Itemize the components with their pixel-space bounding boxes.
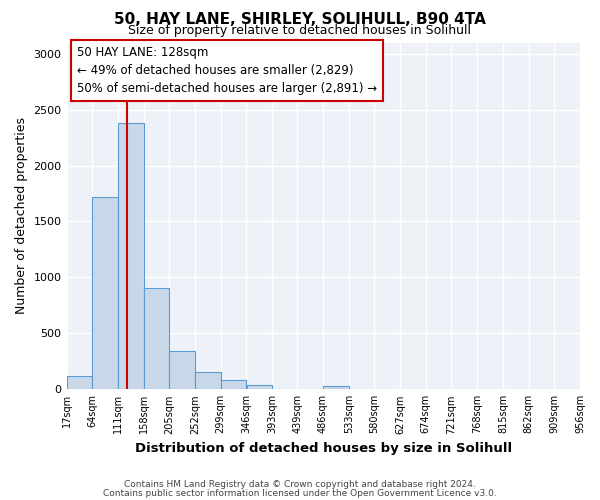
Bar — [144, 288, 169, 390]
Bar — [195, 372, 221, 390]
Bar — [323, 386, 349, 390]
Bar — [247, 385, 272, 390]
Bar — [221, 380, 247, 390]
Text: Contains public sector information licensed under the Open Government Licence v3: Contains public sector information licen… — [103, 488, 497, 498]
Bar — [118, 123, 143, 390]
Bar — [67, 376, 92, 390]
Text: Size of property relative to detached houses in Solihull: Size of property relative to detached ho… — [128, 24, 472, 37]
Text: Contains HM Land Registry data © Crown copyright and database right 2024.: Contains HM Land Registry data © Crown c… — [124, 480, 476, 489]
Text: 50, HAY LANE, SHIRLEY, SOLIHULL, B90 4TA: 50, HAY LANE, SHIRLEY, SOLIHULL, B90 4TA — [114, 12, 486, 28]
Text: 50 HAY LANE: 128sqm
← 49% of detached houses are smaller (2,829)
50% of semi-det: 50 HAY LANE: 128sqm ← 49% of detached ho… — [77, 46, 377, 95]
Y-axis label: Number of detached properties: Number of detached properties — [15, 118, 28, 314]
X-axis label: Distribution of detached houses by size in Solihull: Distribution of detached houses by size … — [135, 442, 512, 455]
Bar — [169, 352, 195, 390]
Bar — [92, 197, 118, 390]
